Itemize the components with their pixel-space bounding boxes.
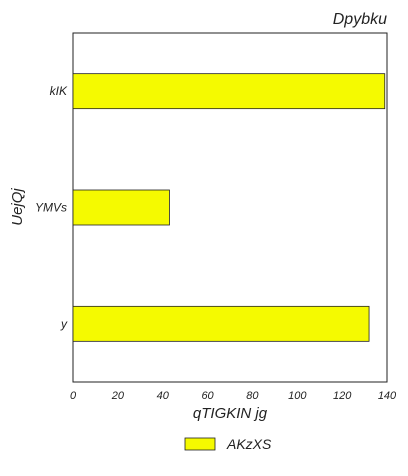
x-tick-label: 100 bbox=[288, 390, 307, 402]
y-tick-label: kIK bbox=[50, 84, 68, 98]
x-tick-label: 0 bbox=[70, 390, 77, 402]
bars-group bbox=[72, 73, 386, 342]
y-tick-label: YMVs bbox=[35, 201, 67, 215]
y-tick-label: y bbox=[60, 317, 68, 331]
x-tick-label: 60 bbox=[201, 390, 214, 402]
x-tick-label: 40 bbox=[157, 390, 170, 402]
bar-1 bbox=[72, 189, 170, 226]
legend-swatch bbox=[184, 437, 216, 451]
x-tick-label: 20 bbox=[111, 390, 125, 402]
x-tick-label: 140 bbox=[378, 390, 397, 402]
bar-2 bbox=[72, 305, 370, 342]
x-axis-label: qTIGKIN jg bbox=[193, 405, 268, 422]
y-axis-label: UejQj bbox=[9, 188, 26, 226]
y-ticks-group: kIK YMVs y bbox=[35, 84, 68, 331]
legend-label: AKzXS bbox=[226, 436, 272, 452]
chart-title: Dpybku bbox=[333, 11, 387, 28]
x-tick-label: 80 bbox=[246, 390, 259, 402]
bar-0 bbox=[72, 73, 386, 110]
legend: AKzXS bbox=[184, 436, 272, 452]
x-tick-label: 120 bbox=[333, 390, 352, 402]
x-ticks-group: 0 20 40 60 80 100 120 140 bbox=[70, 390, 397, 402]
